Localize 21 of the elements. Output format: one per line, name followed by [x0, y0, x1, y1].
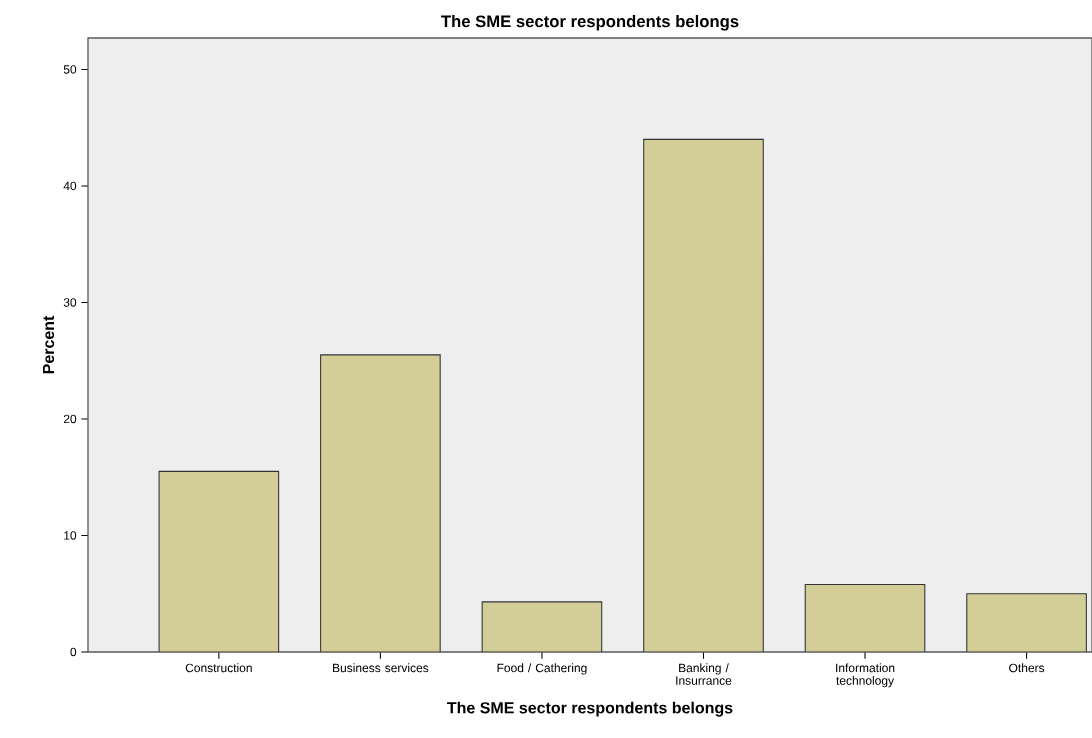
x-tick-label: Information technology: [836, 663, 895, 688]
y-tick-label: 0: [70, 647, 77, 657]
bar: [320, 354, 441, 652]
y-tick-label: 30: [63, 298, 77, 307]
chart-title: The SME sector respondents belongs: [441, 15, 739, 31]
x-tick-label: Construction: [185, 663, 252, 673]
x-tick-label: Business services: [333, 663, 429, 673]
y-tick-label: 20: [63, 414, 77, 424]
bar: [643, 138, 764, 652]
bar: [158, 470, 280, 652]
bar: [482, 601, 602, 652]
y-tick-label: 40: [63, 181, 77, 191]
x-axis-title: The SME sector respondents belongs: [447, 701, 733, 717]
y-axis-title: Percent: [42, 315, 55, 374]
bar: [804, 583, 926, 652]
x-tick-label: Food / Cathering: [497, 663, 587, 675]
x-tick-label: Banking / Insurrance: [676, 663, 732, 685]
y-tick-label: 10: [64, 531, 77, 540]
y-tick-label: 50: [63, 65, 77, 74]
x-tick-label: Others: [1009, 663, 1045, 673]
bar: [966, 593, 1087, 652]
